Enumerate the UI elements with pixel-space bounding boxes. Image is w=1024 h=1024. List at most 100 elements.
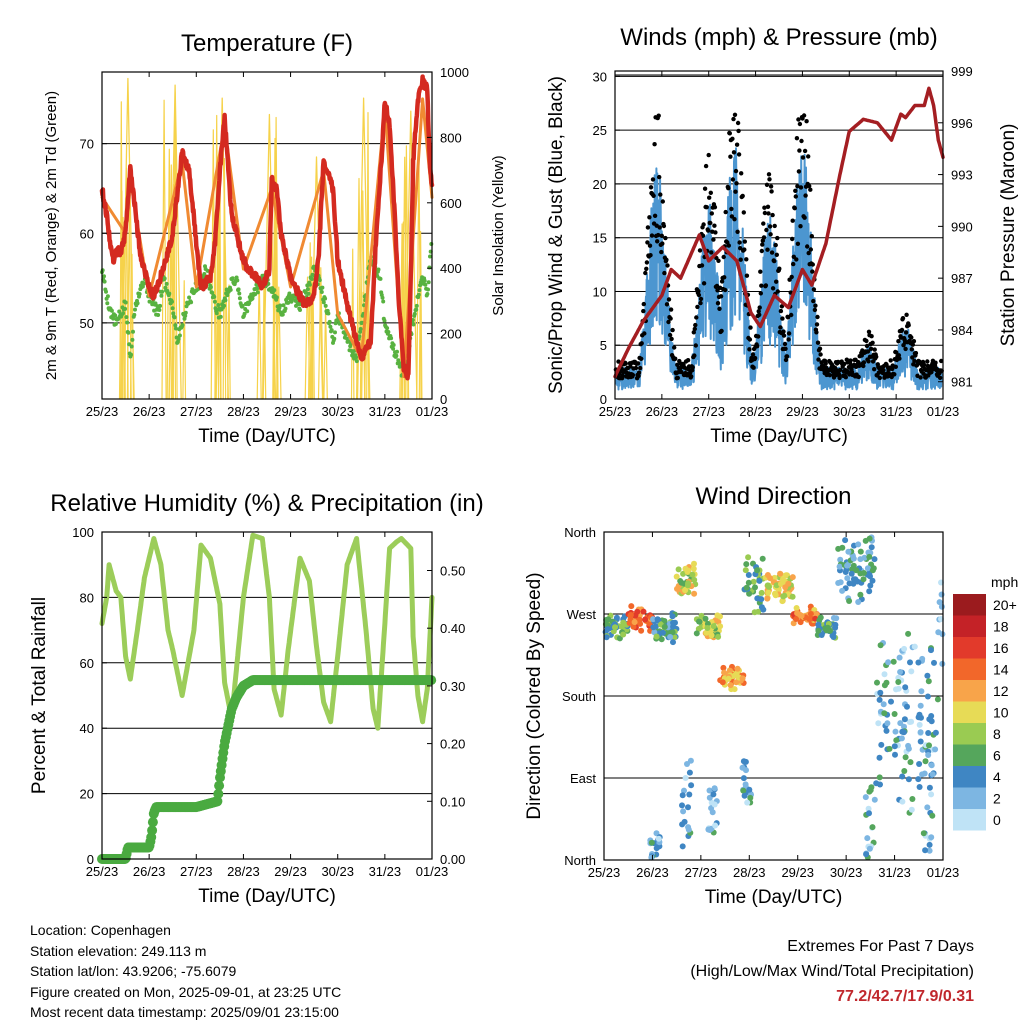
dewpoint-point [225,293,230,298]
direction-point [743,561,750,568]
gust-point [733,189,738,194]
gust-point [763,283,769,288]
direction-point [679,792,686,799]
x-tick-label: 26/23 [133,864,166,879]
direction-point [881,710,888,717]
gust-point [702,186,708,191]
direction-point [901,723,907,730]
direction-point [926,742,932,749]
gust-point [790,218,795,223]
direction-point [897,720,904,727]
dewpoint-point [255,286,260,291]
x-tick-label: 31/23 [369,864,402,879]
direction-point [747,794,754,801]
legend-swatch [953,658,986,680]
direction-point [929,812,936,819]
gust-point [918,375,923,380]
gust-point [730,136,735,141]
gust-point [791,261,796,267]
legend-label: 8 [993,726,1001,742]
dewpoint-point [202,272,207,276]
dewpoint-point [423,282,428,287]
precip-point [147,825,158,836]
dewpoint-point [133,307,137,312]
gust-point [734,181,739,186]
gust-point [922,362,927,368]
gust-point [706,152,711,158]
gust-point [644,266,649,271]
y-tick-label: 70 [80,137,94,152]
dewpoint-point [129,352,133,357]
x-tick-label: 29/23 [786,404,819,419]
gust-point [689,374,694,379]
direction-point [712,822,719,829]
gust-point [652,142,657,147]
legend-label: 20+ [993,597,1017,613]
gust-point [912,358,917,364]
speed-color-legend: mph 20+ 18 16 14 12 10 8 6 4 2 0 [953,574,1018,831]
direction-point [636,616,643,623]
gust-point [668,316,673,321]
direction-point [765,589,772,596]
direction-point [693,630,700,637]
gust-point [761,221,766,226]
x-tick-label: 25/23 [86,864,119,879]
dewpoint-point [132,312,137,317]
direction-point [670,619,677,626]
gust-point [752,355,758,361]
gust-point [698,300,703,306]
direction-point [739,764,746,771]
y2-tick-label: 0.00 [440,852,465,867]
gust-point [789,274,794,280]
direction-point [938,603,945,610]
direction-point [850,555,857,562]
direction-point [897,669,904,675]
gust-point [620,373,625,378]
gust-point [795,241,801,246]
direction-point [902,754,909,761]
direction-point [806,616,813,622]
legend-label: 18 [993,619,1009,635]
plot-frame [101,71,433,400]
dewpoint-point [173,326,178,331]
dewpoint-point [216,303,221,307]
gust-point [933,360,938,365]
dewpoint-point [124,315,129,320]
dewpoint-point [255,290,260,295]
direction-point [842,537,849,544]
direction-point [915,714,922,721]
direction-point [862,794,869,801]
dewpoint-point [354,355,359,360]
gust-point [861,363,866,369]
dewpoint-point [326,311,331,316]
gust-point [679,369,684,375]
x-tick-label: 31/23 [878,865,911,880]
y-tick-label: 15 [593,231,607,246]
x-tick-label: 30/23 [321,864,354,879]
gust-point [823,361,828,366]
gust-point [802,148,808,154]
direction-point [755,608,762,615]
dewpoint-point [113,313,118,318]
gust-point [645,240,650,245]
gust-point [909,347,914,352]
station-latlon: Station lat/lon: 43.9206; -75.6079 [30,963,237,979]
direction-point [907,759,914,766]
direction-point [917,702,924,709]
gust-point [695,304,700,310]
gust-point [729,206,734,212]
direction-point [653,633,660,640]
dewpoint-point [281,303,286,308]
dewpoint-point [121,311,126,316]
direction-point [866,553,873,560]
dewpoint-point [298,308,302,312]
gust-point [798,224,803,229]
gust-point [664,302,670,307]
gust-point [793,188,798,193]
dewpoint-point [327,319,332,324]
winds-pressure-panel: 25/23 26/23 27/23 28/23 29/23 30/23 31/23 01/23… [546,24,1019,447]
gust-point [690,365,695,370]
gust-point [765,247,770,252]
y-tick-label: 25 [593,123,607,138]
gust-point [673,356,678,361]
